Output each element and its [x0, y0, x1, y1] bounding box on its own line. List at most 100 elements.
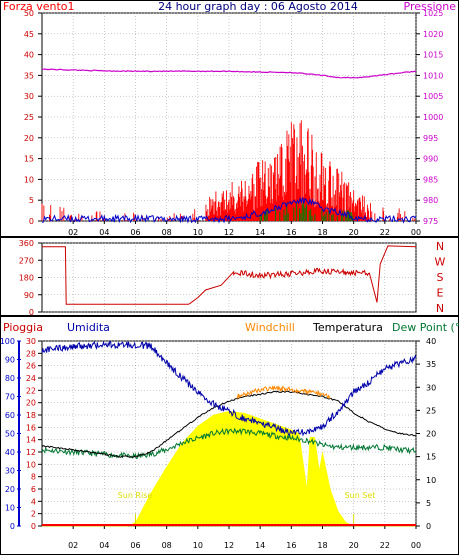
x-tick-label: 12 — [224, 541, 234, 550]
temp-tick-label: 40 — [426, 337, 436, 346]
x-tick-label: 08 — [162, 228, 172, 237]
x-tick-label: 14 — [255, 228, 265, 237]
x-tick-label: 06 — [130, 228, 140, 237]
compass-label: E — [437, 287, 444, 300]
x-tick-label: 20 — [349, 228, 359, 237]
chart-title: 24 hour graph day : 06 Agosto 2014 — [158, 0, 358, 13]
rain-tick-label: 12 — [26, 448, 36, 457]
windchill-legend: Windchill — [245, 321, 295, 334]
x-tick-label: 04 — [99, 541, 109, 550]
x-tick-label: 04 — [99, 228, 109, 237]
wind-direction-line — [42, 245, 417, 305]
temp-tick-label: 20 — [426, 430, 436, 439]
temp-tick-label: 0 — [426, 522, 431, 531]
x-tick-label: 12 — [224, 228, 234, 237]
rain-tick-label: 30 — [26, 337, 36, 346]
x-tick-label: 10 — [193, 541, 203, 550]
left-tick-label: 30 — [24, 92, 34, 101]
x-tick-label: 02 — [68, 228, 78, 237]
windchill-line — [236, 385, 331, 400]
right-tick-label: 1025 — [423, 9, 443, 18]
temp-tick-label: 35 — [426, 360, 436, 369]
dewpoint-legend: Dew Point (°C — [392, 321, 459, 334]
weather-plot: Pioggia Umidita Windchill Temperatura De… — [0, 321, 459, 550]
rain-tick-label: 10 — [26, 460, 36, 469]
rain-tick-label: 26 — [26, 362, 36, 371]
temperature-line — [41, 390, 417, 458]
right-tick-label: 975 — [423, 217, 438, 226]
rain-tick-label: 22 — [26, 386, 36, 395]
sunrise-label: Sun Rise — [118, 491, 153, 500]
x-tick-label: 06 — [130, 541, 140, 550]
dewpoint-line — [41, 427, 417, 460]
left-tick-label: 20 — [24, 134, 34, 143]
x-tick-label: 16 — [286, 228, 296, 237]
direction-tick-label: 270 — [19, 256, 34, 265]
rain-tick-label: 8 — [31, 473, 36, 482]
rain-tick-label: 20 — [26, 399, 36, 408]
left-tick-label: 15 — [24, 155, 34, 164]
humidity-line — [41, 340, 417, 437]
wind-average-line — [41, 196, 417, 224]
right-tick-label: 990 — [423, 155, 438, 164]
rain-tick-label: 4 — [31, 497, 36, 506]
x-tick-label: 02 — [68, 541, 78, 550]
pressure-line — [41, 68, 417, 79]
temp-tick-label: 10 — [426, 476, 436, 485]
humidity-tick-label: 0 — [10, 522, 15, 531]
x-tick-label: 00 — [411, 228, 421, 237]
direction-tick-label: 180 — [19, 274, 34, 283]
humidity-tick-label: 100 — [0, 337, 15, 346]
compass-label: N — [436, 240, 444, 253]
left-tick-label: 25 — [24, 113, 34, 122]
left-tick-label: 40 — [24, 51, 34, 60]
sunset-label: Sun Set — [345, 491, 376, 500]
compass-label: N — [436, 302, 444, 315]
left-tick-label: 45 — [24, 30, 34, 39]
x-tick-label: 20 — [349, 541, 359, 550]
right-tick-label: 985 — [423, 175, 438, 184]
x-tick-label: 22 — [380, 541, 390, 550]
right-tick-label: 1000 — [423, 113, 443, 122]
right-tick-label: 980 — [423, 196, 438, 205]
humidity-tick-label: 30 — [5, 467, 15, 476]
temp-tick-label: 25 — [426, 406, 436, 415]
temp-tick-label: 15 — [426, 453, 436, 462]
temp-tick-label: 30 — [426, 383, 436, 392]
left-tick-label: 0 — [29, 217, 34, 226]
humidity-tick-label: 90 — [5, 356, 15, 365]
temperature-legend: Temperatura — [312, 321, 383, 334]
rain-tick-label: 24 — [26, 374, 36, 383]
temp-tick-label: 5 — [426, 499, 431, 508]
direction-tick-label: 90 — [24, 291, 34, 300]
rain-axis-title: Pioggia — [3, 321, 43, 334]
rain-tick-label: 14 — [26, 436, 36, 445]
rain-tick-label: 18 — [26, 411, 36, 420]
left-tick-label: 50 — [24, 9, 34, 18]
direction-tick-label: 360 — [19, 239, 34, 248]
right-tick-label: 1020 — [423, 30, 443, 39]
humidity-tick-label: 70 — [5, 393, 15, 402]
rain-tick-label: 16 — [26, 423, 36, 432]
x-tick-label: 16 — [286, 541, 296, 550]
rain-tick-label: 28 — [26, 349, 36, 358]
left-axis-title: Forza vento1 — [3, 0, 75, 13]
right-tick-label: 1015 — [423, 51, 443, 60]
left-tick-label: 5 — [29, 196, 34, 205]
humidity-tick-label: 10 — [5, 504, 15, 513]
x-tick-label: 08 — [162, 541, 172, 550]
left-tick-label: 35 — [24, 71, 34, 80]
direction-tick-label: 0 — [29, 308, 34, 317]
humidity-tick-label: 40 — [5, 448, 15, 457]
humidity-tick-label: 50 — [5, 430, 15, 439]
x-tick-label: 18 — [317, 228, 327, 237]
humidity-axis-title: Umidita — [67, 321, 110, 334]
x-tick-label: 14 — [255, 541, 265, 550]
left-tick-label: 10 — [24, 175, 34, 184]
compass-label: W — [435, 256, 446, 269]
right-tick-label: 1005 — [423, 92, 443, 101]
right-tick-label: 1010 — [423, 71, 443, 80]
